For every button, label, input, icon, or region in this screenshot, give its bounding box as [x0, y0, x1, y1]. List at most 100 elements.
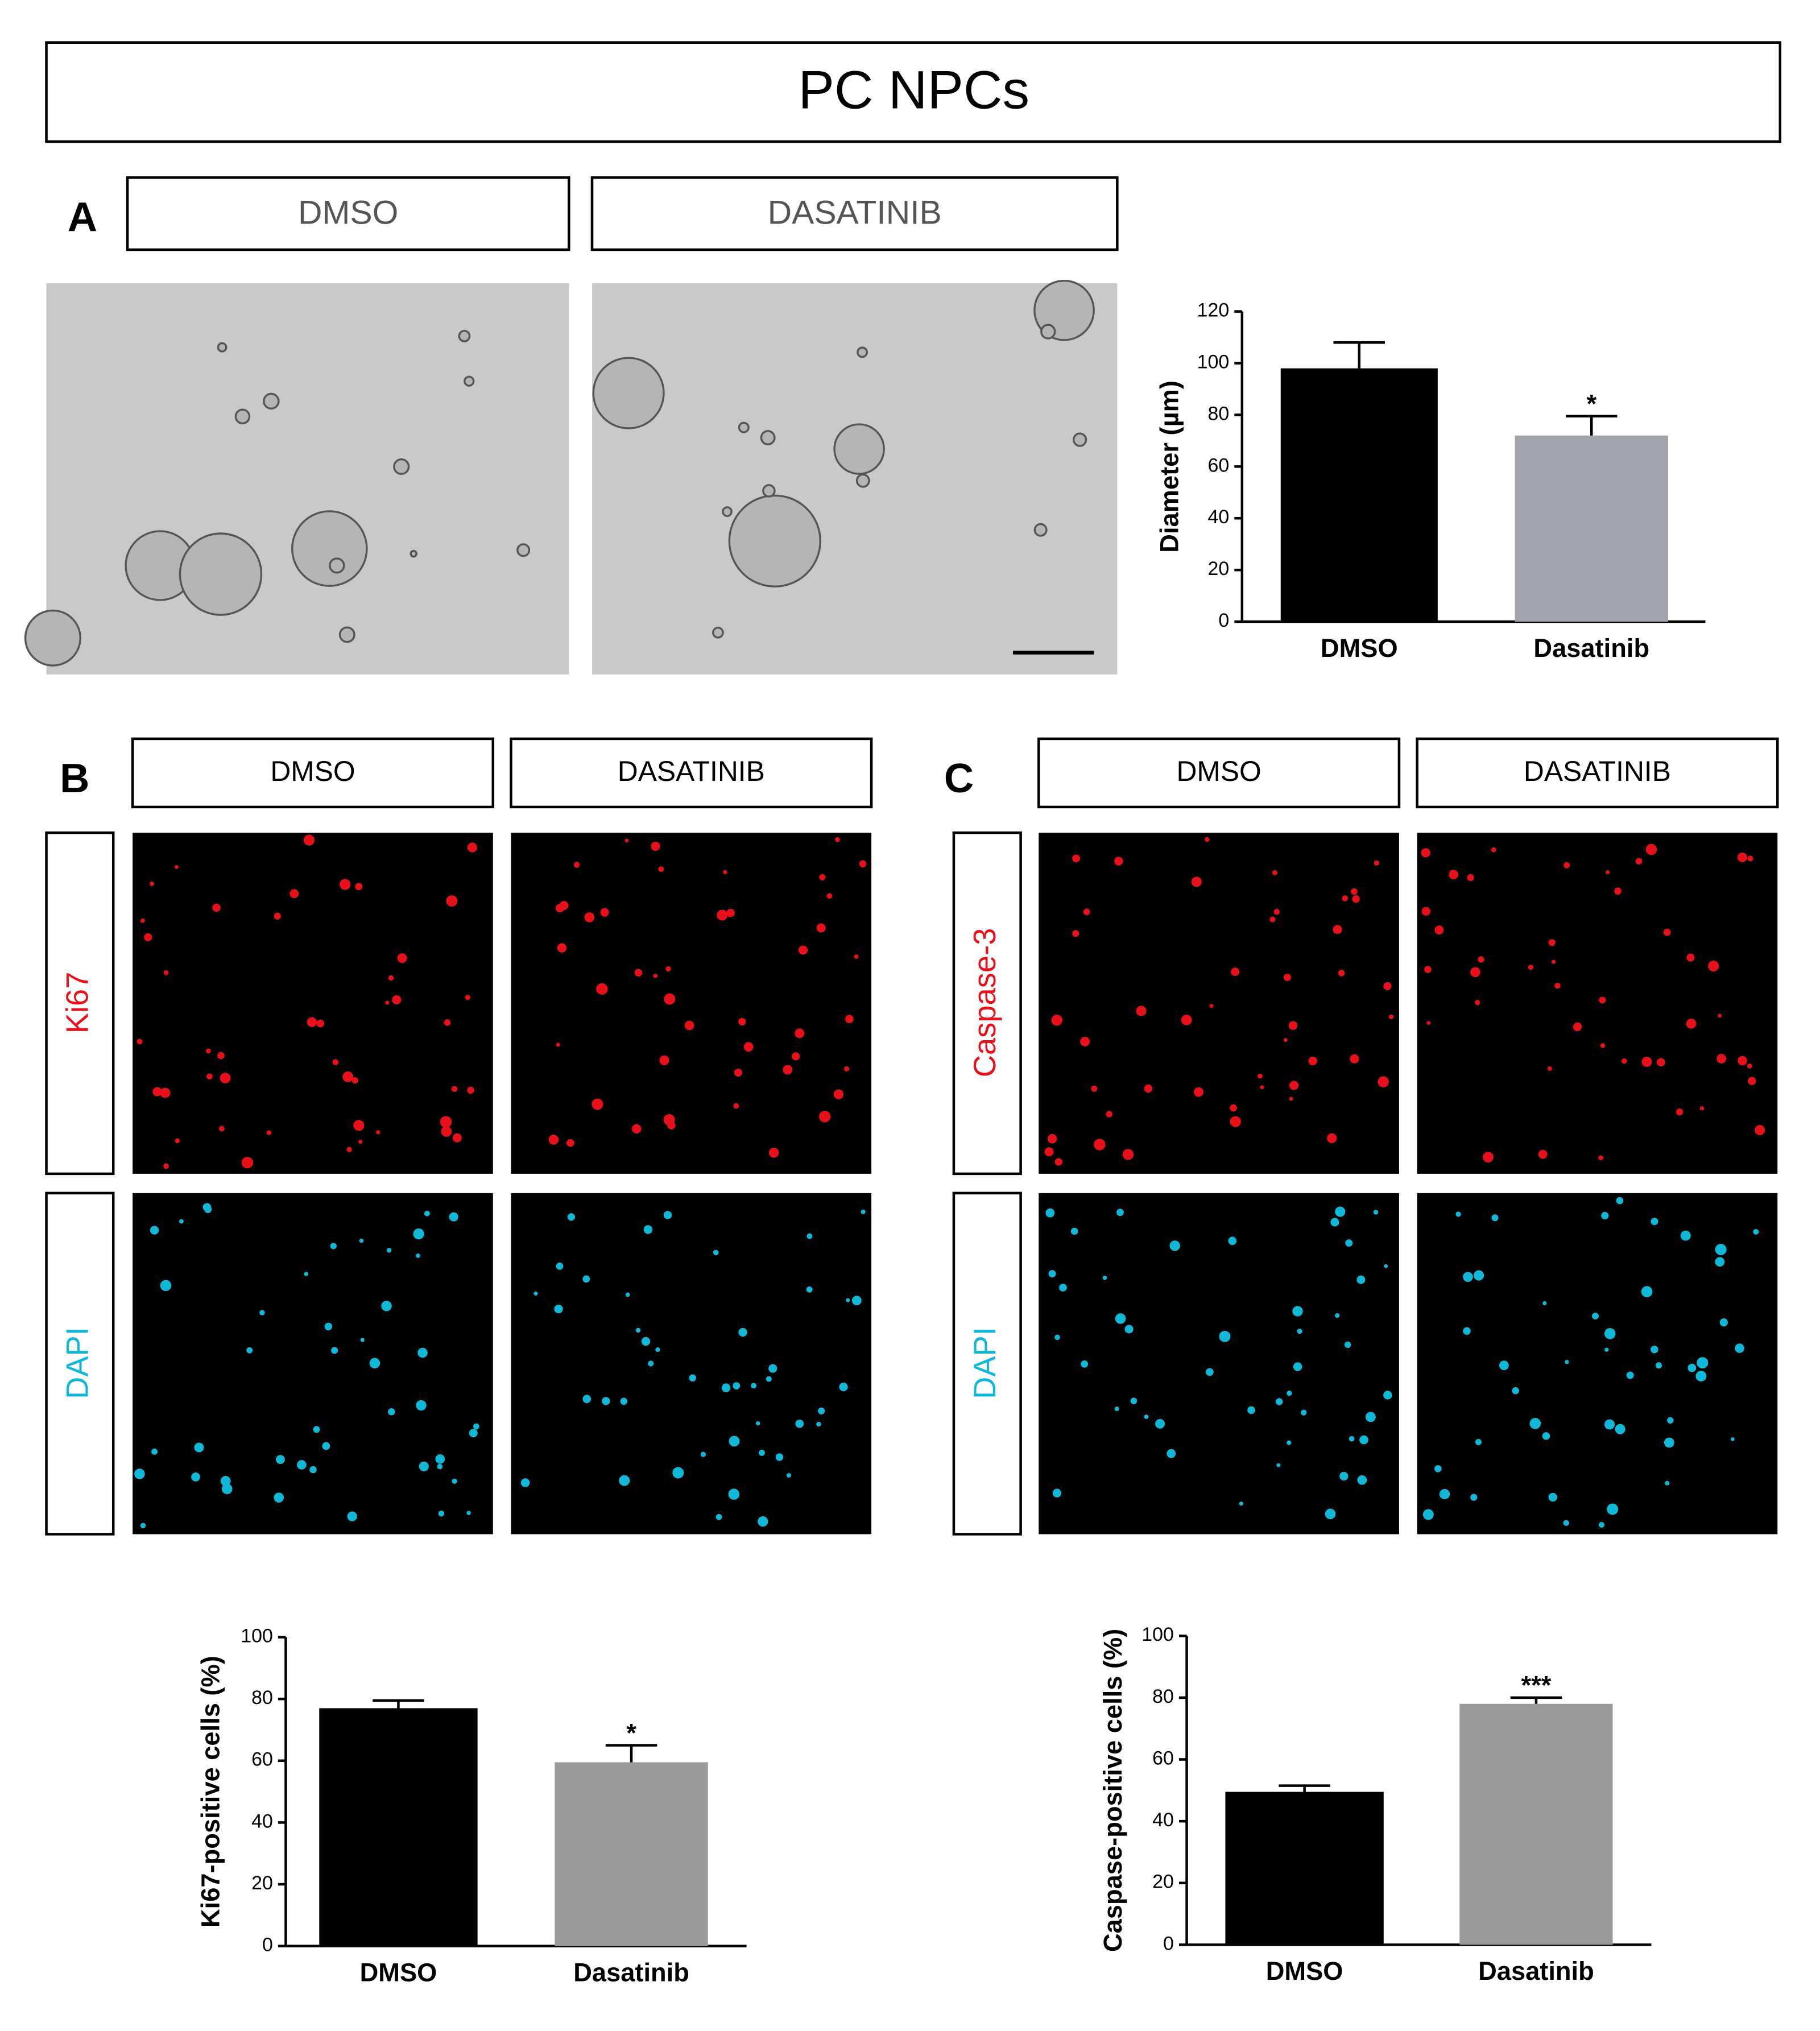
cell — [217, 342, 228, 353]
cell — [1106, 1111, 1112, 1118]
cell — [346, 1147, 352, 1152]
row-label: Ki67 — [60, 972, 95, 1034]
cell — [163, 1163, 169, 1169]
cell — [1155, 1418, 1165, 1429]
cell — [721, 1383, 731, 1392]
cell — [466, 1511, 471, 1515]
cell — [1573, 1022, 1582, 1032]
cell — [160, 1280, 172, 1292]
cell — [722, 506, 733, 518]
cell — [1547, 1066, 1552, 1071]
figure-title: PC NPCs — [798, 60, 1029, 120]
cell — [1383, 1391, 1392, 1400]
cell — [625, 1292, 630, 1297]
cell — [1081, 1360, 1089, 1368]
cell — [769, 1147, 779, 1158]
cell — [1676, 1108, 1684, 1116]
y-tick-label: 40 — [251, 1810, 273, 1832]
cell — [1287, 1390, 1292, 1396]
cell — [424, 1210, 430, 1217]
cell — [1059, 1284, 1067, 1292]
cell — [1467, 874, 1474, 882]
cell — [738, 1017, 746, 1026]
cell — [1352, 895, 1360, 903]
cell — [1738, 1056, 1747, 1066]
cell — [259, 1310, 265, 1316]
cell — [712, 626, 724, 639]
cell — [144, 933, 152, 941]
panel-label: B — [60, 755, 89, 801]
cell — [592, 1098, 603, 1110]
cell — [1374, 860, 1379, 866]
column-label: DMSO — [298, 194, 399, 231]
cell — [1114, 857, 1123, 866]
cell — [385, 1000, 390, 1005]
cell — [791, 1052, 800, 1061]
cell — [140, 918, 145, 923]
row-label: DAPI — [60, 1327, 95, 1399]
cell — [1604, 1328, 1616, 1339]
cell — [1667, 1417, 1674, 1424]
micrograph — [1039, 1193, 1399, 1534]
y-axis-label: Ki67-positive cells (%) — [196, 1656, 225, 1927]
y-tick-label: 80 — [1207, 403, 1229, 424]
cell — [440, 1116, 452, 1128]
micrograph — [511, 833, 872, 1174]
cell — [163, 970, 169, 975]
cell — [1655, 1362, 1662, 1369]
cell — [1598, 1155, 1604, 1161]
cell — [1169, 1240, 1180, 1251]
cell — [516, 543, 531, 557]
cell — [1491, 1214, 1499, 1222]
cell — [1528, 964, 1534, 970]
cell — [1070, 1227, 1078, 1235]
cell — [1293, 1362, 1302, 1371]
cell — [1529, 1418, 1541, 1429]
cell — [1621, 1058, 1627, 1064]
cell — [819, 1111, 831, 1123]
cell — [469, 1429, 478, 1438]
cell — [1699, 1106, 1705, 1111]
x-tick-label: DMSO — [360, 1958, 437, 1987]
cell — [634, 969, 643, 977]
cell — [582, 1275, 590, 1283]
cell — [179, 1219, 184, 1224]
cell — [759, 1449, 765, 1456]
cell — [1424, 966, 1432, 973]
cell — [416, 1254, 420, 1258]
cell — [1615, 1424, 1625, 1434]
cell — [1325, 1508, 1336, 1520]
y-tick-label: 60 — [1207, 454, 1229, 476]
significance: * — [626, 1718, 636, 1747]
cell — [386, 1248, 392, 1253]
cell — [1342, 895, 1349, 901]
cell — [799, 945, 808, 955]
cell — [700, 1451, 706, 1457]
cell — [728, 494, 821, 588]
cell — [1301, 1409, 1307, 1416]
cell — [766, 1376, 772, 1382]
cell — [1048, 1269, 1056, 1277]
cell — [217, 1052, 225, 1060]
cell — [467, 842, 477, 853]
cell — [1641, 1056, 1652, 1067]
cell — [663, 1211, 672, 1219]
cell — [1205, 1368, 1214, 1376]
x-tick-label: Dasatinib — [1533, 634, 1649, 663]
cell — [1474, 1270, 1484, 1281]
row-box — [952, 1192, 1022, 1536]
cell — [1463, 1327, 1471, 1335]
cell — [397, 953, 407, 963]
y-tick-label: 60 — [1152, 1747, 1174, 1769]
cell — [1194, 1087, 1204, 1097]
column-label: DMSO — [1176, 755, 1261, 787]
cell — [632, 1124, 642, 1134]
cell — [1548, 1492, 1557, 1502]
cell — [316, 1019, 325, 1028]
cell — [136, 1039, 143, 1045]
row-label: Caspase-3 — [967, 928, 1002, 1078]
cell — [1373, 1210, 1379, 1215]
cell — [246, 1347, 253, 1354]
cell — [1426, 1021, 1431, 1025]
